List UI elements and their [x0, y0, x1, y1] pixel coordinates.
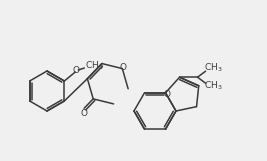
Text: CH$_3$: CH$_3$ — [85, 60, 104, 72]
Text: CH$_3$: CH$_3$ — [204, 80, 223, 92]
Text: O: O — [163, 90, 170, 99]
Text: O: O — [81, 109, 88, 118]
Text: CH$_3$: CH$_3$ — [204, 62, 223, 74]
Text: O: O — [73, 66, 80, 75]
Text: O: O — [120, 63, 127, 72]
